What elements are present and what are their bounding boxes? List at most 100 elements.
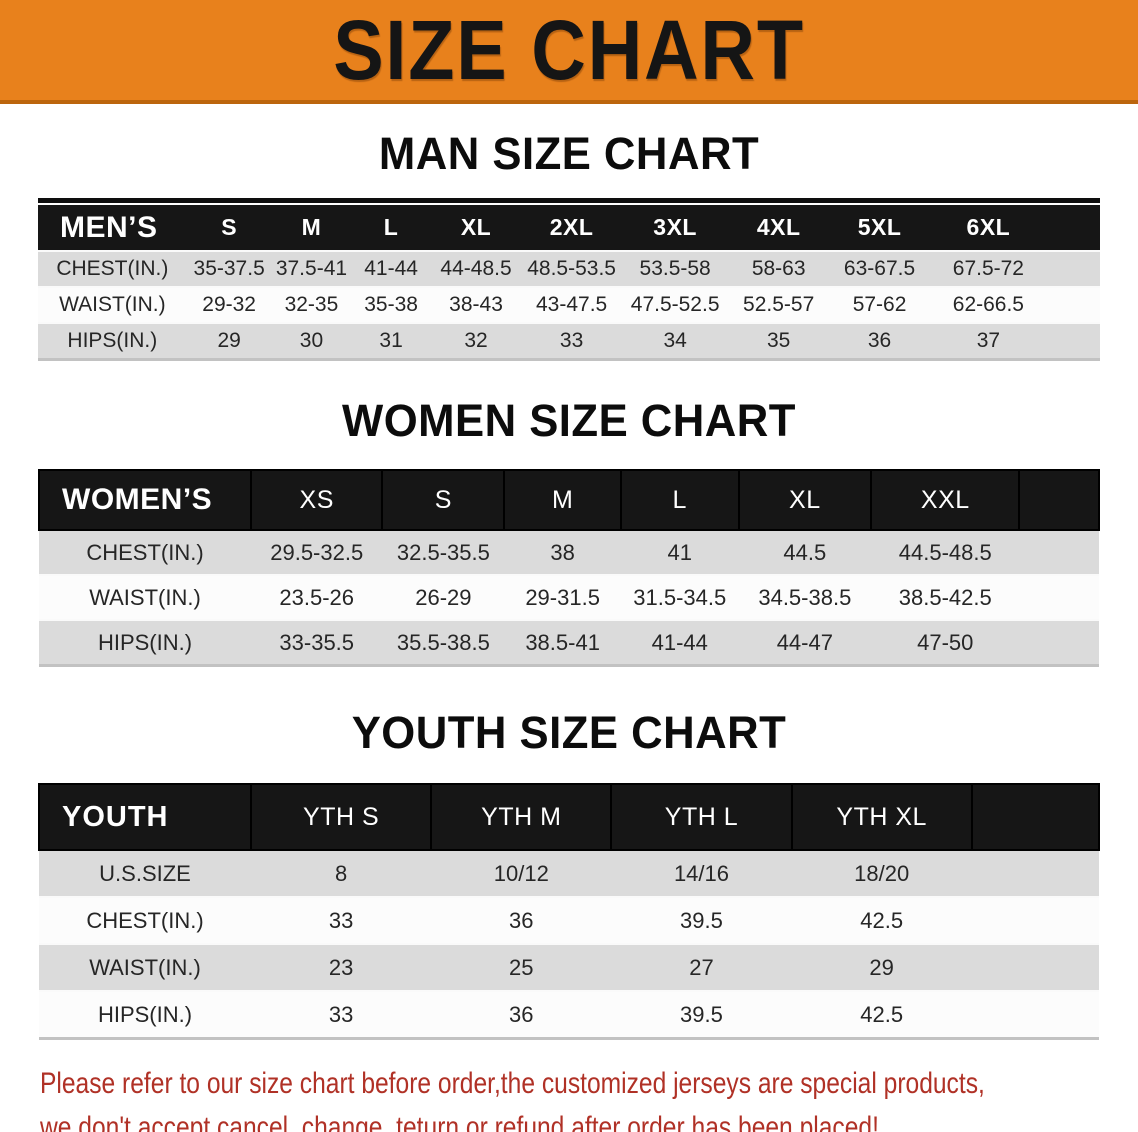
value-cell: 67.5-72 (929, 250, 1047, 287)
youth-size-chart-heading: YOUTH SIZE CHART (351, 707, 787, 758)
filler-cell (1046, 322, 1100, 360)
value-cell: 44-47 (738, 619, 872, 666)
value-cell: 29 (791, 943, 972, 991)
filler-cell (1019, 529, 1099, 575)
table-row: U.S.SIZE 8 10/12 14/16 18/20 (39, 849, 1099, 897)
size-header-cell: YTH M (430, 783, 613, 851)
value-cell: 29-32 (186, 286, 272, 323)
value-cell: 42.5 (791, 990, 972, 1039)
womens-size-table: WOMEN’S XS S M L XL XXL CHEST(IN.) 29.5-… (38, 469, 1100, 667)
value-cell: 32.5-35.5 (382, 529, 505, 575)
value-cell: 32 (430, 322, 522, 360)
value-cell: 38 (504, 529, 621, 575)
mens-table-top-rule (38, 198, 1100, 203)
size-header-cell: XXL (870, 469, 1021, 531)
value-cell: 52.5-57 (728, 286, 830, 323)
disclaimer-line-2: we don't accept cancel, change, teturn o… (40, 1111, 879, 1132)
filler-cell (1046, 205, 1100, 251)
size-header-cell: XL (430, 205, 522, 251)
disclaimer-line-1: Please refer to our size chart before or… (40, 1067, 985, 1100)
filler-cell (971, 990, 1099, 1039)
size-header-cell: L (619, 469, 740, 531)
value-cell: 10/12 (431, 849, 612, 897)
womens-table-label: WOMEN’S (38, 469, 252, 531)
filler-cell (1046, 250, 1100, 287)
value-cell: 36 (829, 322, 930, 360)
value-cell: 39.5 (611, 990, 792, 1039)
size-header-cell: YTH L (610, 783, 793, 851)
size-header-cell: M (503, 469, 622, 531)
table-row: CHEST(IN.) 29.5-32.5 32.5-35.5 38 41 44.… (39, 529, 1099, 575)
value-cell: 8 (251, 849, 432, 897)
value-cell: 30 (271, 322, 352, 360)
value-cell: 41-44 (620, 619, 739, 666)
value-cell: 53.5-58 (622, 250, 729, 287)
value-cell: 62-66.5 (929, 286, 1047, 323)
filler-cell (971, 849, 1099, 897)
row-label-cell: WAIST(IN.) (38, 286, 187, 323)
size-header-cell: M (271, 205, 352, 251)
value-cell: 41-44 (351, 250, 431, 287)
size-header-cell: YTH S (249, 783, 433, 851)
value-cell: 33 (251, 896, 432, 944)
row-label-cell: HIPS(IN.) (39, 619, 251, 666)
value-cell: 32-35 (271, 286, 352, 323)
size-header-cell: XS (249, 469, 384, 531)
table-row: WAIST(IN.) 23.5-26 26-29 29-31.5 31.5-34… (39, 574, 1099, 620)
size-header-cell: XL (737, 469, 873, 531)
value-cell: 35.5-38.5 (382, 619, 505, 666)
row-label-cell: HIPS(IN.) (38, 322, 187, 360)
value-cell: 38-43 (430, 286, 522, 323)
value-cell: 37.5-41 (271, 250, 352, 287)
table-row: HIPS(IN.) 29 30 31 32 33 34 35 36 37 (38, 322, 1100, 360)
value-cell: 42.5 (791, 896, 972, 944)
size-header-cell: L (351, 205, 431, 251)
value-cell: 43-47.5 (521, 286, 623, 323)
women-size-chart-heading: WOMEN SIZE CHART (342, 395, 796, 446)
value-cell: 57-62 (829, 286, 930, 323)
mens-header-row: MEN’S S M L XL 2XL 3XL 4XL 5XL 6XL (38, 205, 1100, 251)
youth-size-table: YOUTH YTH S YTH M YTH L YTH XL U.S.SIZE … (38, 783, 1101, 1040)
filler-cell (1019, 574, 1099, 620)
value-cell: 44.5-48.5 (871, 529, 1020, 575)
value-cell: 29-31.5 (504, 574, 621, 620)
value-cell: 31 (351, 322, 431, 360)
value-cell: 35-37.5 (186, 250, 272, 287)
value-cell: 39.5 (611, 896, 792, 944)
value-cell: 23 (251, 943, 432, 991)
row-label-cell: WAIST(IN.) (39, 943, 251, 991)
table-row: CHEST(IN.) 35-37.5 37.5-41 41-44 44-48.5… (38, 250, 1100, 287)
filler-cell (970, 783, 1101, 851)
value-cell: 33 (251, 990, 432, 1039)
value-cell: 34.5-38.5 (738, 574, 872, 620)
row-label-cell: CHEST(IN.) (38, 250, 187, 287)
value-cell: 37 (929, 322, 1047, 360)
size-header-cell: YTH XL (790, 783, 973, 851)
mens-size-table: MEN’S S M L XL 2XL 3XL 4XL 5XL 6XL CHEST… (38, 205, 1100, 361)
filler-cell (971, 896, 1099, 944)
value-cell: 27 (611, 943, 792, 991)
value-cell: 34 (622, 322, 729, 360)
value-cell: 47-50 (871, 619, 1020, 666)
value-cell: 18/20 (791, 849, 972, 897)
value-cell: 25 (431, 943, 612, 991)
value-cell: 29 (186, 322, 272, 360)
value-cell: 44-48.5 (430, 250, 522, 287)
table-row: HIPS(IN.) 33 36 39.5 42.5 (39, 990, 1099, 1039)
value-cell: 33-35.5 (251, 619, 383, 666)
value-cell: 58-63 (728, 250, 830, 287)
value-cell: 14/16 (611, 849, 792, 897)
banner-title: SIZE CHART (333, 3, 805, 97)
size-header-cell: 4XL (728, 205, 830, 251)
disclaimer-text: Please refer to our size chart before or… (40, 1062, 985, 1132)
table-row: WAIST(IN.) 29-32 32-35 35-38 38-43 43-47… (38, 286, 1100, 323)
value-cell: 38.5-41 (504, 619, 621, 666)
womens-header-row: WOMEN’S XS S M L XL XXL (38, 469, 1100, 531)
value-cell: 44.5 (738, 529, 872, 575)
value-cell: 48.5-53.5 (521, 250, 623, 287)
row-label-cell: U.S.SIZE (39, 849, 251, 897)
value-cell: 36 (431, 990, 612, 1039)
value-cell: 31.5-34.5 (620, 574, 739, 620)
value-cell: 26-29 (382, 574, 505, 620)
